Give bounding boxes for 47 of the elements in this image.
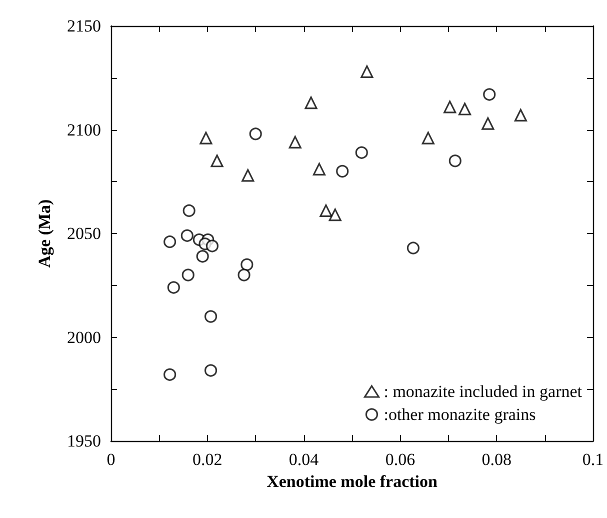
point — [182, 204, 196, 217]
x-axis-title: Xenotime mole fraction — [266, 472, 438, 491]
point — [444, 100, 456, 114]
point — [167, 281, 180, 294]
y-tick-label: 2000 — [67, 328, 101, 347]
y-tick-label: 1950 — [67, 432, 101, 450]
legend-label: :other monazite grains — [384, 405, 536, 424]
point — [458, 102, 472, 116]
point — [360, 65, 374, 78]
point — [240, 258, 254, 271]
x-tick-label: 0.08 — [482, 450, 512, 469]
point — [238, 268, 250, 282]
point — [206, 240, 219, 252]
point — [164, 368, 176, 381]
x-tick-label: 0.04 — [288, 450, 320, 469]
point — [204, 364, 218, 377]
point — [483, 88, 496, 101]
point — [249, 128, 262, 140]
point — [210, 154, 224, 168]
point — [204, 310, 218, 323]
point — [242, 169, 254, 182]
point — [180, 229, 194, 242]
point — [336, 164, 349, 178]
point — [182, 268, 194, 282]
point — [164, 236, 176, 248]
y-tick-label: 2050 — [67, 224, 101, 243]
point — [448, 154, 462, 168]
point — [355, 146, 368, 159]
point — [514, 108, 527, 122]
x-tick-label: 0 — [106, 450, 116, 469]
point — [312, 162, 326, 176]
y-tick-label: 2100 — [67, 120, 101, 140]
x-tick-label: 0.02 — [192, 450, 222, 469]
point — [200, 132, 212, 144]
y-axis-title: Age (Ma) — [35, 199, 54, 268]
point — [406, 242, 420, 254]
point — [482, 117, 494, 130]
point — [422, 132, 434, 144]
point — [328, 208, 342, 222]
point — [304, 96, 318, 110]
x-tick-label: 0.06 — [385, 450, 416, 469]
point — [196, 250, 209, 263]
legend-label: : monazite included in garnet — [384, 382, 582, 401]
x-tick-label: 0.1 — [582, 450, 604, 469]
y-tick-label: 2150 — [67, 16, 101, 36]
point — [288, 136, 302, 148]
point — [320, 204, 332, 217]
